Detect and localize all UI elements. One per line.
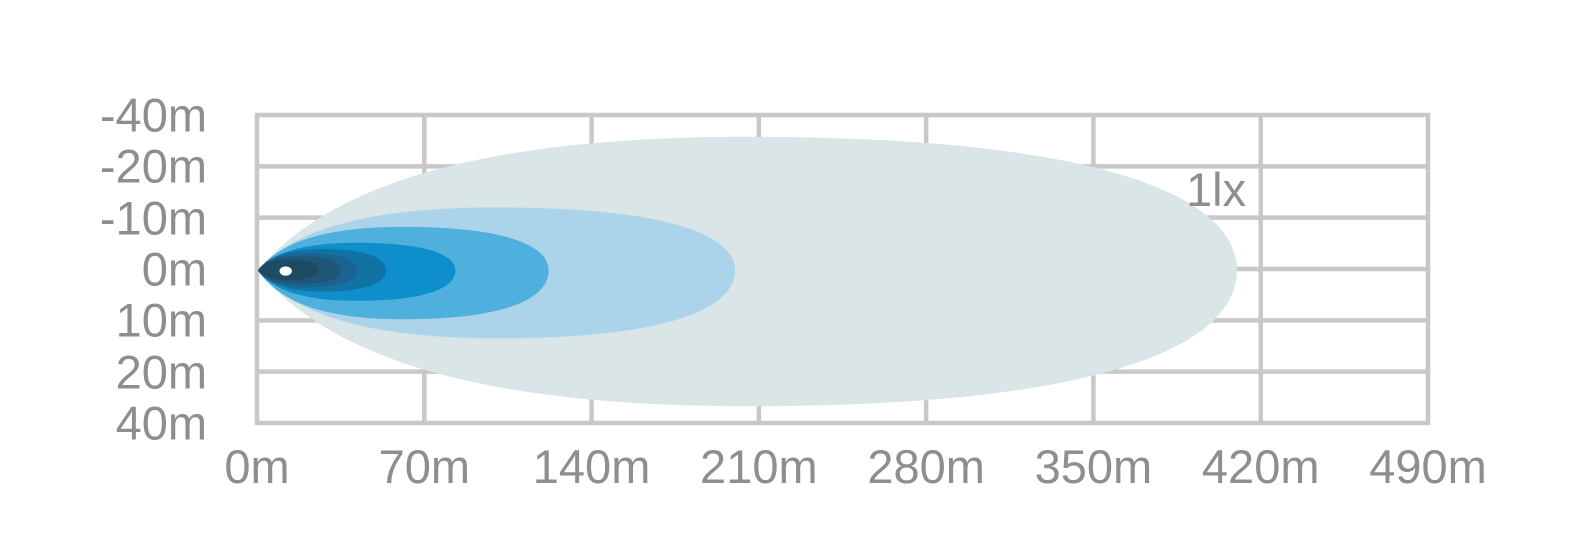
y-tick-label: 40m (115, 396, 207, 450)
x-tick-label: 280m (867, 440, 985, 493)
y-tick-label: -10m (99, 191, 207, 245)
x-tick-label: 0m (224, 440, 290, 493)
y-tick-label: -40m (99, 88, 207, 142)
x-tick-label: 210m (700, 440, 818, 493)
y-tick-label: 10m (115, 293, 207, 347)
x-tick-label: 420m (1201, 440, 1320, 493)
y-tick-label: 20m (115, 345, 207, 399)
x-tick-label: 140m (532, 440, 651, 493)
x-tick-label: 350m (1034, 440, 1153, 493)
isolux-contours (258, 136, 1237, 407)
y-tick-label: 0m (141, 242, 207, 296)
y-tick-label: -20m (99, 139, 207, 193)
x-tick-label: 490m (1369, 440, 1487, 493)
isolux-1lx (258, 136, 1237, 407)
x-tick-label: 70m (378, 440, 470, 493)
isolux-level-annotation: 1lx (1186, 163, 1247, 216)
hotspot (279, 266, 292, 276)
